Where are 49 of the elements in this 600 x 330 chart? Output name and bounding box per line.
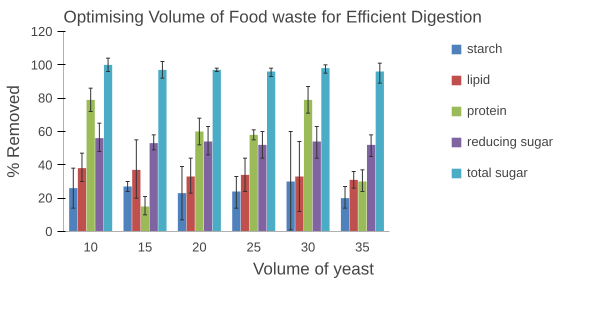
- bar: [376, 72, 384, 232]
- bar: [295, 176, 304, 232]
- bar: [124, 186, 132, 232]
- bar: [240, 174, 250, 232]
- bar: [358, 182, 367, 232]
- bar: [86, 100, 95, 232]
- bar: [321, 68, 330, 232]
- x-axis-title: Volume of yeast: [253, 260, 374, 278]
- bar: [78, 168, 86, 232]
- bar: [95, 138, 104, 232]
- bar: [204, 142, 212, 232]
- bar: [258, 144, 267, 232]
- y-tick-label: 60: [38, 124, 53, 139]
- bar: [366, 144, 376, 232]
- bar: [250, 134, 258, 232]
- bar: [312, 142, 321, 232]
- y-tick-label: 120: [30, 24, 53, 39]
- y-tick-label: 80: [38, 90, 53, 106]
- y-axis-title: % Removed: [4, 85, 23, 178]
- x-tick-label: 25: [246, 240, 261, 254]
- legend-label: starch: [467, 41, 502, 56]
- bar: [150, 143, 158, 232]
- y-tick-label: 40: [38, 157, 53, 172]
- bar: [350, 180, 358, 232]
- bar: [69, 188, 78, 232]
- x-tick-label: 35: [355, 240, 370, 254]
- y-tick-label: 20: [38, 190, 53, 206]
- bar: [195, 132, 204, 232]
- x-tick-label: 20: [192, 240, 207, 254]
- bar: [340, 198, 350, 232]
- bar: [140, 206, 150, 232]
- legend-label: protein: [467, 103, 507, 118]
- bar: [104, 64, 112, 232]
- bar: [212, 70, 221, 232]
- bar: [186, 176, 195, 232]
- bar: [132, 170, 140, 232]
- legend-label: lipid: [467, 72, 490, 87]
- y-tick-label: 100: [30, 57, 53, 72]
- legend-label: reducing sugar: [467, 134, 553, 149]
- chart-title: Optimising Volume of Food waste for Efficient Digestion: [64, 8, 482, 26]
- bar: [304, 100, 312, 232]
- x-tick-label: 30: [300, 240, 316, 254]
- bar: [232, 192, 240, 232]
- bar: [266, 72, 276, 232]
- y-tick-label: 0: [45, 224, 53, 239]
- bar: [158, 70, 167, 232]
- x-tick-label: 10: [83, 240, 98, 254]
- legend-label: total sugar: [467, 165, 528, 180]
- x-tick-label: 15: [138, 240, 152, 254]
